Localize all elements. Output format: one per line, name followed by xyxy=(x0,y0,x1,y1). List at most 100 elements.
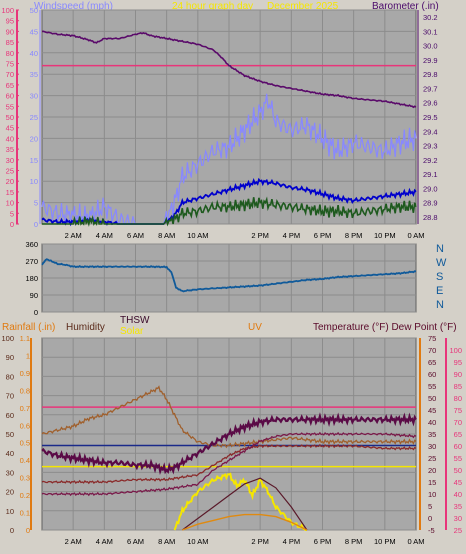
compass-n-top: N xyxy=(436,243,444,255)
mid-axis-tick-label: 50 xyxy=(30,6,38,15)
rain-tick-label: 0.5 xyxy=(20,439,30,448)
x-axis-tick-label: 8 PM xyxy=(345,537,363,546)
left-axis-tick-label: 25 xyxy=(6,167,14,176)
left-axis-tick-label: 15 xyxy=(6,188,14,197)
wind-gust-series xyxy=(41,93,417,226)
compass-n-bottom: N xyxy=(436,299,444,311)
x-axis-tick-label: 10 AM xyxy=(187,537,208,546)
mid-axis-tick-label: 15 xyxy=(30,156,38,165)
humidity-tick-label: 60 xyxy=(6,411,14,420)
compass-w: W xyxy=(436,257,447,269)
pink-axis-tick-label: 50 xyxy=(454,466,462,475)
barometer-axis-title: Barometer (.in) xyxy=(372,1,439,12)
rain-tick-label: 1 xyxy=(26,351,30,360)
humidity-tick-label: 80 xyxy=(6,372,14,381)
right-axis-tick-label: 28.9 xyxy=(423,199,438,208)
temperature-tick-label: 45 xyxy=(428,406,436,415)
rain-tick-label: 0.2 xyxy=(20,491,30,500)
temperature-tick-label: -5 xyxy=(428,526,435,535)
x-axis-tick-label: 2 AM xyxy=(65,537,82,546)
pink-axis-tick-label: 70 xyxy=(454,418,462,427)
humidity-tick-label: 90 xyxy=(6,353,14,362)
solar-series xyxy=(173,472,307,531)
barometer-series xyxy=(41,30,417,109)
uv-series xyxy=(182,513,308,531)
direction-axis-tick-label: 360 xyxy=(25,240,38,249)
thsw-axis-title: THSW xyxy=(120,315,150,326)
left-axis-tick-label: 50 xyxy=(6,113,14,122)
left-axis-tick-label: 85 xyxy=(6,38,14,47)
humidity-tick-label: 100 xyxy=(1,334,14,343)
temperature-tick-label: 10 xyxy=(428,490,436,499)
wind-low-series xyxy=(42,196,417,227)
pink-axis-tick-label: 95 xyxy=(454,358,462,367)
temperature-series xyxy=(41,412,417,475)
temperature-tick-label: 55 xyxy=(428,382,436,391)
pink-axis-tick-label: 45 xyxy=(454,478,462,487)
x-axis-tick-label: 6 AM xyxy=(127,231,144,240)
right-axis-tick-label: 29.5 xyxy=(423,113,438,122)
humidity-tick-label: 30 xyxy=(6,468,14,477)
x-axis-tick-label: 10 PM xyxy=(374,231,396,240)
left-axis-tick-label: 100 xyxy=(1,6,14,15)
temperature-axis-title: Temperature (°F) Dew Point (°F) xyxy=(313,322,457,333)
left-axis-tick-label: 30 xyxy=(6,156,14,165)
right-axis-tick-label: 29.6 xyxy=(423,99,438,108)
left-axis-tick-label: 40 xyxy=(6,134,14,143)
pink-axis-tick-label: 90 xyxy=(454,370,462,379)
temperature-tick-label: 20 xyxy=(428,466,436,475)
right-axis-tick-label: 29.2 xyxy=(423,156,438,165)
x-axis-tick-label: 8 AM xyxy=(158,537,175,546)
mid-axis-tick-label: 0 xyxy=(34,220,38,229)
thsw-series xyxy=(41,431,417,497)
left-axis-tick-label: 80 xyxy=(6,49,14,58)
pink-axis-tick-label: 75 xyxy=(454,406,462,415)
rain-tick-label: 0.6 xyxy=(20,421,30,430)
compass-e: E xyxy=(436,285,443,297)
x-axis-tick-label: 4 AM xyxy=(96,537,113,546)
humidity-tick-label: 50 xyxy=(6,430,14,439)
x-axis-tick-label: 0 AM xyxy=(407,537,424,546)
right-axis-tick-label: 29.9 xyxy=(423,56,438,65)
dew-point-series xyxy=(41,443,417,485)
left-axis-tick-label: 5 xyxy=(10,209,14,218)
uv-envelope-series xyxy=(181,477,308,531)
right-axis-tick-label: 29.0 xyxy=(423,184,438,193)
right-axis-tick-label: 29.3 xyxy=(423,142,438,151)
x-axis-tick-label: 4 PM xyxy=(283,231,301,240)
temperature-tick-label: 75 xyxy=(428,334,436,343)
x-axis-tick-label: 6 PM xyxy=(314,231,332,240)
right-axis-tick-label: 29.4 xyxy=(423,127,438,136)
left-axis-tick-label: 20 xyxy=(6,177,14,186)
mid-axis-tick-label: 45 xyxy=(30,27,38,36)
rain-tick-label: 0.7 xyxy=(20,404,30,413)
left-axis-tick-label: 60 xyxy=(6,92,14,101)
wind-direction-series xyxy=(41,258,417,293)
left-axis-tick-label: 0 xyxy=(10,220,14,229)
rain-tick-label: 1.1 xyxy=(20,334,30,343)
pink-axis-tick-label: 65 xyxy=(454,430,462,439)
right-axis-tick-label: 29.1 xyxy=(423,170,438,179)
left-axis-tick-label: 75 xyxy=(6,60,14,69)
temperature-tick-label: 65 xyxy=(428,358,436,367)
x-axis-tick-label: 10 AM xyxy=(187,231,208,240)
mid-axis-tick-label: 5 xyxy=(34,199,38,208)
humidity-tick-label: 10 xyxy=(6,507,14,516)
right-axis-tick-label: 29.7 xyxy=(423,84,438,93)
mid-axis-tick-label: 20 xyxy=(30,134,38,143)
rain-tick-label: 0.9 xyxy=(20,369,30,378)
humidity-tick-label: 70 xyxy=(6,392,14,401)
humidity-axis-title: Humidity xyxy=(66,322,105,333)
temperature-tick-label: 15 xyxy=(428,478,436,487)
temperature-tick-label: 70 xyxy=(428,346,436,355)
right-axis-tick-label: 30.0 xyxy=(423,42,438,51)
left-axis-tick-label: 55 xyxy=(6,102,14,111)
x-axis-tick-label: 6 PM xyxy=(314,537,332,546)
temperature-tick-label: 60 xyxy=(428,370,436,379)
pink-axis-tick-label: 80 xyxy=(454,394,462,403)
rain-tick-label: 0.8 xyxy=(20,386,30,395)
temperature-tick-label: 25 xyxy=(428,454,436,463)
graph-date-label: December 2025 xyxy=(267,1,339,12)
